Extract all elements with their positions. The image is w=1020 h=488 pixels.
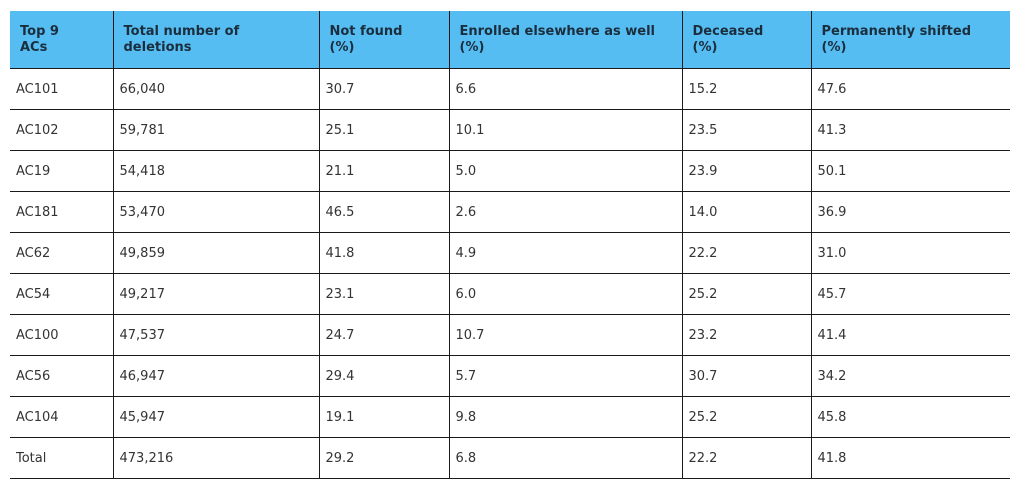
cell-ac: AC100 xyxy=(10,314,114,356)
header-enrolled-elsewhere: Enrolled elsewhere as well (%) xyxy=(449,11,683,69)
header-total-deletions: Total number of deletions xyxy=(113,11,320,69)
cell-deceased: 25.2 xyxy=(682,396,812,438)
cell-not-found: 41.8 xyxy=(319,232,450,274)
cell-ac: AC102 xyxy=(10,109,114,151)
header-line: (%) xyxy=(692,39,718,55)
header-row: Top 9 ACs Total number of deletions Not fo… xyxy=(10,11,1010,69)
header-line: Total number of xyxy=(123,23,240,39)
header-line: ACs xyxy=(20,39,48,55)
cell-deceased: 23.5 xyxy=(682,109,812,151)
cell-total-deletions: 53,470 xyxy=(113,191,320,233)
header-deceased: Deceased (%) xyxy=(682,11,812,69)
cell-total-deletions: 54,418 xyxy=(113,150,320,192)
cell-not-found: 29.4 xyxy=(319,355,450,397)
header-line: Enrolled elsewhere as well xyxy=(459,23,655,39)
cell-permanently-shifted: 41.3 xyxy=(811,109,1010,151)
cell-ac: AC101 xyxy=(10,68,114,110)
cell-ac: AC19 xyxy=(10,150,114,192)
cell-deceased: 14.0 xyxy=(682,191,812,233)
header-line: Top 9 xyxy=(20,23,59,39)
cell-total-deletions: 59,781 xyxy=(113,109,320,151)
header-line: Permanently shifted xyxy=(821,23,972,39)
cell-enrolled-elsewhere: 5.0 xyxy=(449,150,683,192)
cell-enrolled-elsewhere: 9.8 xyxy=(449,396,683,438)
cell-ac: Total xyxy=(10,437,114,479)
header-not-found: Not found (%) xyxy=(319,11,450,69)
cell-not-found: 30.7 xyxy=(319,68,450,110)
table-row: AC104 45,947 19.1 9.8 25.2 45.8 xyxy=(10,396,1010,438)
cell-permanently-shifted: 36.9 xyxy=(811,191,1010,233)
cell-permanently-shifted: 47.6 xyxy=(811,68,1010,110)
cell-not-found: 23.1 xyxy=(319,273,450,315)
table-body: AC101 66,040 30.7 6.6 15.2 47.6 AC102 59… xyxy=(10,68,1010,479)
cell-enrolled-elsewhere: 2.6 xyxy=(449,191,683,233)
header-line: Not found xyxy=(329,23,403,39)
table-row: AC56 46,947 29.4 5.7 30.7 34.2 xyxy=(10,355,1010,397)
cell-not-found: 25.1 xyxy=(319,109,450,151)
cell-enrolled-elsewhere: 5.7 xyxy=(449,355,683,397)
cell-total-deletions: 45,947 xyxy=(113,396,320,438)
cell-enrolled-elsewhere: 6.8 xyxy=(449,437,683,479)
cell-not-found: 21.1 xyxy=(319,150,450,192)
cell-total-deletions: 473,216 xyxy=(113,437,320,479)
total-row: Total 473,216 29.2 6.8 22.2 41.8 xyxy=(10,437,1010,479)
header-permanently-shifted: Permanently shifted (%) xyxy=(811,11,1010,69)
cell-ac: AC104 xyxy=(10,396,114,438)
header-line: (%) xyxy=(821,39,847,55)
table-row: AC62 49,859 41.8 4.9 22.2 31.0 xyxy=(10,232,1010,274)
cell-deceased: 22.2 xyxy=(682,232,812,274)
cell-permanently-shifted: 31.0 xyxy=(811,232,1010,274)
cell-deceased: 23.2 xyxy=(682,314,812,356)
cell-permanently-shifted: 45.7 xyxy=(811,273,1010,315)
header-top-acs: Top 9 ACs xyxy=(10,11,114,69)
table-row: AC181 53,470 46.5 2.6 14.0 36.9 xyxy=(10,191,1010,233)
cell-enrolled-elsewhere: 6.0 xyxy=(449,273,683,315)
cell-deceased: 30.7 xyxy=(682,355,812,397)
cell-permanently-shifted: 34.2 xyxy=(811,355,1010,397)
cell-not-found: 46.5 xyxy=(319,191,450,233)
cell-ac: AC56 xyxy=(10,355,114,397)
table-row: AC102 59,781 25.1 10.1 23.5 41.3 xyxy=(10,109,1010,151)
cell-total-deletions: 49,859 xyxy=(113,232,320,274)
header-line: deletions xyxy=(123,39,192,55)
cell-deceased: 15.2 xyxy=(682,68,812,110)
cell-not-found: 19.1 xyxy=(319,396,450,438)
cell-permanently-shifted: 41.8 xyxy=(811,437,1010,479)
table-row: AC54 49,217 23.1 6.0 25.2 45.7 xyxy=(10,273,1010,315)
cell-total-deletions: 46,947 xyxy=(113,355,320,397)
cell-ac: AC54 xyxy=(10,273,114,315)
header-line: (%) xyxy=(329,39,355,55)
header-line: Deceased xyxy=(692,23,764,39)
table-row: AC101 66,040 30.7 6.6 15.2 47.6 xyxy=(10,68,1010,110)
deletions-table: Top 9 ACs Total number of deletions Not fo… xyxy=(10,11,1010,479)
table-header: Top 9 ACs Total number of deletions Not fo… xyxy=(10,11,1010,69)
cell-permanently-shifted: 45.8 xyxy=(811,396,1010,438)
cell-deceased: 22.2 xyxy=(682,437,812,479)
cell-deceased: 25.2 xyxy=(682,273,812,315)
cell-not-found: 29.2 xyxy=(319,437,450,479)
cell-ac: AC181 xyxy=(10,191,114,233)
cell-not-found: 24.7 xyxy=(319,314,450,356)
cell-enrolled-elsewhere: 4.9 xyxy=(449,232,683,274)
header-line: (%) xyxy=(459,39,485,55)
cell-total-deletions: 66,040 xyxy=(113,68,320,110)
cell-permanently-shifted: 50.1 xyxy=(811,150,1010,192)
cell-total-deletions: 49,217 xyxy=(113,273,320,315)
table-row: AC100 47,537 24.7 10.7 23.2 41.4 xyxy=(10,314,1010,356)
cell-enrolled-elsewhere: 10.7 xyxy=(449,314,683,356)
cell-permanently-shifted: 41.4 xyxy=(811,314,1010,356)
table-row: AC19 54,418 21.1 5.0 23.9 50.1 xyxy=(10,150,1010,192)
cell-ac: AC62 xyxy=(10,232,114,274)
cell-deceased: 23.9 xyxy=(682,150,812,192)
cell-enrolled-elsewhere: 6.6 xyxy=(449,68,683,110)
cell-total-deletions: 47,537 xyxy=(113,314,320,356)
cell-enrolled-elsewhere: 10.1 xyxy=(449,109,683,151)
